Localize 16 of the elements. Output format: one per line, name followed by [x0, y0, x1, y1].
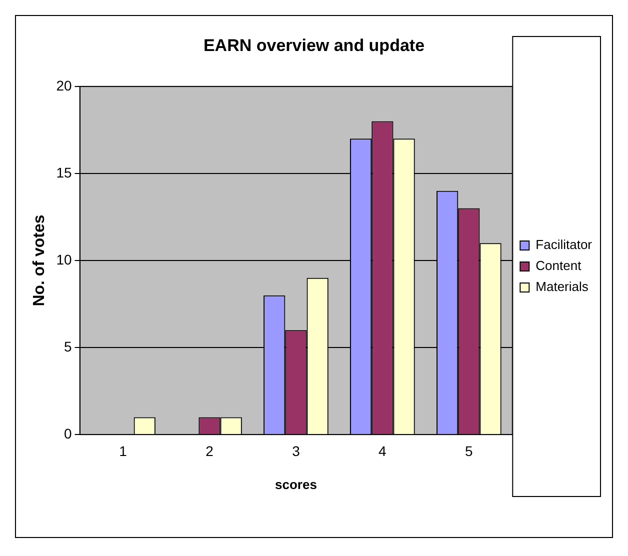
legend-label: Content	[536, 258, 582, 274]
legend-label: Facilitator	[536, 237, 593, 252]
chart-title: EARN overview and update	[203, 36, 425, 55]
y-tick-label: 20	[56, 77, 72, 94]
x-tick-label: 3	[292, 442, 300, 459]
y-tick-label: 15	[56, 164, 72, 180]
y-tick-label: 0	[64, 425, 72, 442]
x-tick-label: 4	[378, 442, 387, 459]
legend-label: Materials	[536, 279, 589, 294]
y-tick-label: 5	[64, 338, 72, 354]
x-tick-label: 5	[465, 442, 474, 459]
x-axis-title: scores	[275, 476, 317, 492]
x-tick-label: 2	[206, 442, 214, 459]
y-axis-title: No. of votes	[31, 214, 48, 306]
x-tick-label: 1	[119, 442, 128, 459]
y-tick-label: 10	[56, 251, 72, 268]
